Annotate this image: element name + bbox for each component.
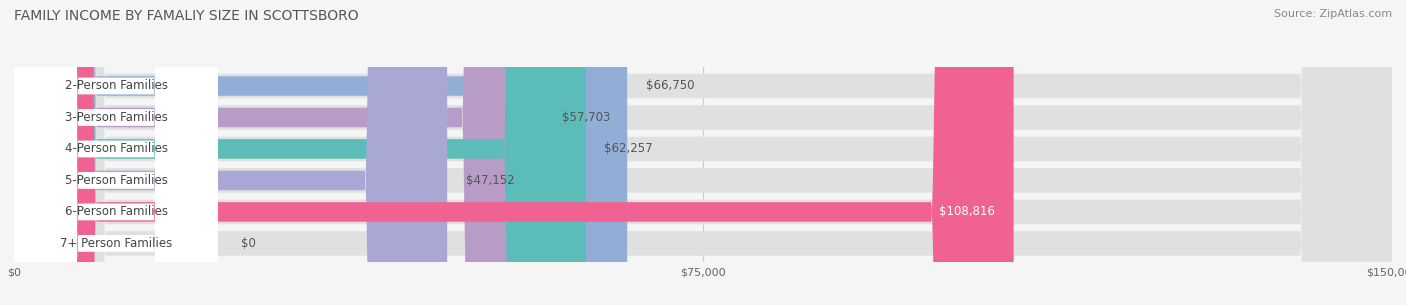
FancyBboxPatch shape [14,0,218,305]
Text: 6-Person Families: 6-Person Families [65,206,167,218]
FancyBboxPatch shape [14,0,1392,305]
FancyBboxPatch shape [14,0,586,305]
FancyBboxPatch shape [14,0,627,305]
FancyBboxPatch shape [14,0,1392,305]
Text: 5-Person Families: 5-Person Families [65,174,167,187]
Text: $47,152: $47,152 [465,174,515,187]
Text: $62,257: $62,257 [605,142,652,156]
FancyBboxPatch shape [14,0,1392,305]
FancyBboxPatch shape [14,0,1392,305]
Text: $108,816: $108,816 [939,206,995,218]
FancyBboxPatch shape [14,0,544,305]
FancyBboxPatch shape [14,0,1392,305]
Text: $66,750: $66,750 [645,80,695,92]
FancyBboxPatch shape [14,0,218,305]
Text: FAMILY INCOME BY FAMALIY SIZE IN SCOTTSBORO: FAMILY INCOME BY FAMALIY SIZE IN SCOTTSB… [14,9,359,23]
Text: 2-Person Families: 2-Person Families [65,80,167,92]
FancyBboxPatch shape [14,0,218,305]
Text: Source: ZipAtlas.com: Source: ZipAtlas.com [1274,9,1392,19]
FancyBboxPatch shape [14,0,447,305]
FancyBboxPatch shape [14,0,1392,305]
Text: $57,703: $57,703 [562,111,610,124]
FancyBboxPatch shape [14,0,218,305]
FancyBboxPatch shape [14,0,1014,305]
Text: 7+ Person Families: 7+ Person Families [60,237,172,250]
FancyBboxPatch shape [14,0,218,305]
FancyBboxPatch shape [14,0,218,305]
Text: $0: $0 [240,237,256,250]
Text: 4-Person Families: 4-Person Families [65,142,167,156]
Text: 3-Person Families: 3-Person Families [65,111,167,124]
